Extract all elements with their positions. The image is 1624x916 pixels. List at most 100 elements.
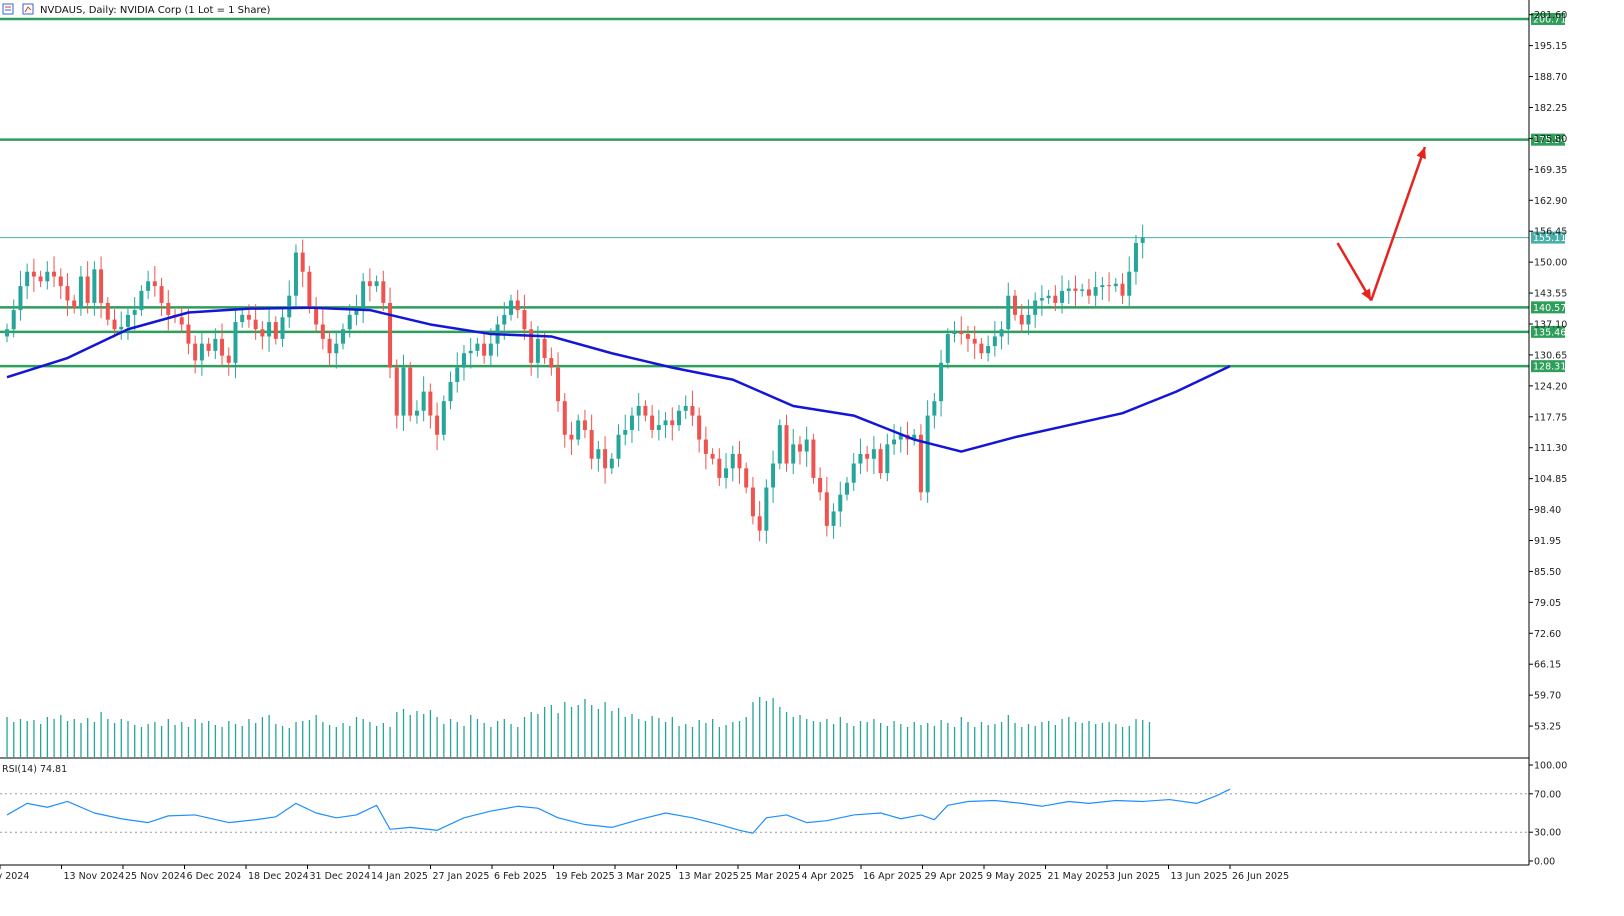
volume-bar [887, 726, 888, 757]
y-tick-label: 85.50 [1534, 567, 1561, 578]
volume-bar [786, 712, 787, 757]
volume-bar [1061, 719, 1062, 757]
candle-body [959, 332, 963, 334]
volume-bar [920, 725, 921, 757]
candle-body [415, 411, 419, 416]
candle-body [1134, 243, 1138, 272]
price-chart[interactable]: 200.71175.54155.11140.57135.46128.31 RSI… [0, 0, 1624, 916]
volume-bar [1075, 722, 1076, 757]
volume-bar [625, 717, 626, 757]
candle-body [233, 322, 237, 363]
volume-bar [309, 720, 310, 757]
candle-body [146, 281, 150, 291]
volume-bar [67, 721, 68, 757]
candle-body [1000, 329, 1004, 336]
candle-body [254, 320, 258, 330]
x-tick-label: 25 Nov 2024 [125, 871, 186, 882]
candle-body [314, 308, 318, 325]
candle-body [1047, 296, 1051, 298]
volume-bar [94, 722, 95, 757]
volume-bar [853, 726, 854, 757]
volume-bar [114, 723, 115, 757]
volume-bar [188, 727, 189, 757]
candle-body [153, 281, 157, 286]
candle-body [919, 435, 923, 493]
candle-body [469, 351, 473, 353]
candle-body [166, 303, 170, 315]
y-tick-label: 79.05 [1534, 598, 1561, 609]
candle-body [509, 300, 513, 314]
volume-bar [524, 717, 525, 757]
candle-body [549, 358, 553, 368]
candle-body [543, 339, 547, 358]
volume-bar [1088, 721, 1089, 757]
volume-bar [551, 705, 552, 757]
candle-body [892, 440, 896, 445]
volume-bar [658, 718, 659, 757]
volume-bar [873, 719, 874, 757]
candle-body [825, 492, 829, 526]
y-tick-label: 156.45 [1534, 227, 1567, 238]
candle-body [281, 317, 285, 339]
candle-body [845, 483, 849, 495]
candle-body [1100, 285, 1104, 287]
volume-bar [645, 721, 646, 757]
candle-body [462, 353, 466, 367]
candle-body [1033, 300, 1037, 314]
volume-bar [1135, 719, 1136, 757]
candle-body [375, 281, 379, 286]
candle-body [590, 430, 594, 459]
candle-body [516, 300, 520, 310]
volume-bar [336, 727, 337, 757]
arrow-shaft [1371, 147, 1425, 300]
y-tick-label: 130.65 [1534, 350, 1567, 361]
y-tick-label: 182.25 [1534, 103, 1567, 114]
candle-body [408, 368, 412, 416]
volume-bar [974, 727, 975, 757]
candle-body [778, 425, 782, 463]
volume-bar [1055, 725, 1056, 757]
candle-body [805, 440, 809, 452]
candle-body [684, 406, 688, 411]
volume-bar [907, 727, 908, 757]
volume-bar [282, 726, 283, 757]
candle-body [348, 315, 352, 329]
candle-body [59, 277, 63, 287]
candle-body [737, 454, 741, 468]
volume-bar [611, 711, 612, 757]
volume-bar [759, 697, 760, 757]
volume-bar [363, 719, 364, 757]
candle-body [1094, 287, 1098, 296]
volume-bar [840, 717, 841, 757]
candle-body [99, 269, 103, 303]
volume-bar [678, 726, 679, 757]
volume-bar [598, 709, 599, 757]
candle-body [1080, 289, 1084, 290]
volume-bar [1102, 723, 1103, 757]
volume-bar [604, 702, 605, 757]
candle-body [731, 454, 735, 468]
volume-bar [1129, 726, 1130, 757]
volume-bar [806, 719, 807, 757]
volume-bar [396, 712, 397, 757]
candle-body [697, 416, 701, 440]
x-tick-label: 4 Apr 2025 [802, 871, 855, 882]
volume-bar [235, 724, 236, 757]
volume-bar [316, 715, 317, 757]
volume-bar [430, 710, 431, 757]
volume-bar [779, 707, 780, 757]
candle-body [25, 272, 29, 286]
volume-bar [934, 726, 935, 757]
volume-bar [1095, 724, 1096, 757]
volume-bar [154, 722, 155, 757]
candle-body [180, 317, 184, 324]
x-tick-label: 13 Mar 2025 [679, 871, 739, 882]
candle-body [428, 392, 432, 416]
candle-body [361, 281, 365, 310]
candle-body [670, 420, 674, 425]
candle-body [637, 406, 641, 416]
volume-bar [13, 722, 14, 757]
volume-bar [739, 721, 740, 757]
candle-body [1053, 296, 1057, 303]
volume-bar [504, 719, 505, 757]
